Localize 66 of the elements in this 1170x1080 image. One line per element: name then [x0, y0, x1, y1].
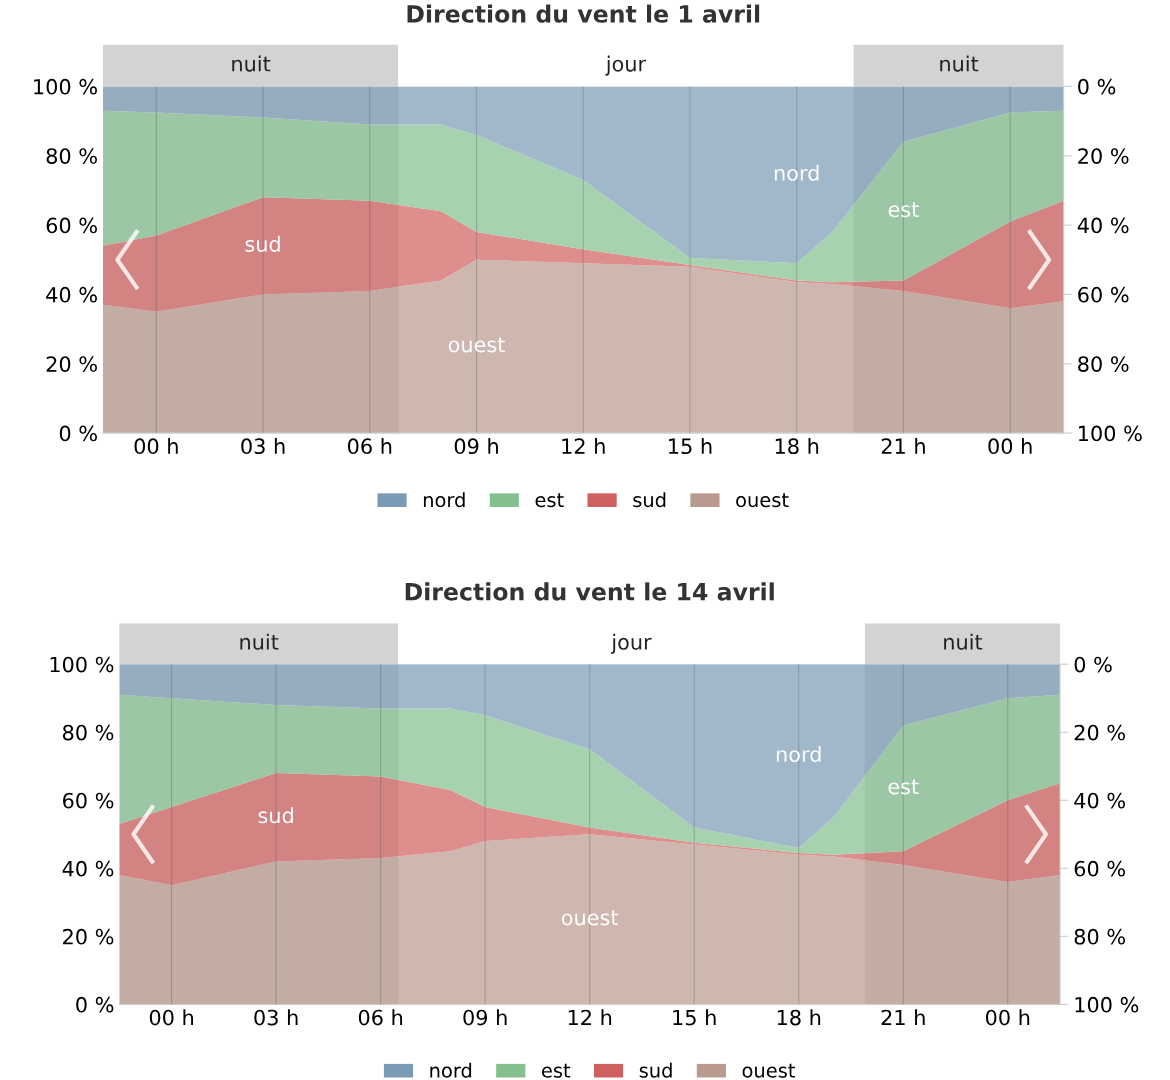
- x-tick-label: 21 h: [881, 437, 925, 454]
- y2-tick-label: 20 %: [1074, 724, 1125, 741]
- legend-label: sud: [633, 492, 666, 508]
- y-tick-label: 40 %: [62, 860, 114, 877]
- y2-tick-label: 40 %: [1074, 792, 1125, 809]
- y-tick-label: 0 %: [76, 996, 114, 1013]
- x-tick-label: 03 h: [254, 1009, 298, 1026]
- legend-label: sud: [639, 1062, 672, 1078]
- text: nord: [774, 164, 819, 181]
- legend-label: ouest: [736, 493, 789, 508]
- x-tick-label: 18 h: [777, 1009, 821, 1026]
- text: est: [888, 202, 919, 218]
- text: est: [888, 779, 919, 795]
- x-tick-label: 15 h: [669, 437, 712, 455]
- y-tick-label: 20 %: [63, 928, 114, 945]
- y2-tick-label: 0 %: [1074, 656, 1112, 673]
- chart-title: Direction du vent le 1 avril: [407, 4, 760, 23]
- legend-label: ouest: [742, 1063, 795, 1078]
- band-label: jour: [610, 633, 652, 654]
- x-tick-label: 00 h: [134, 437, 178, 455]
- text: sud: [258, 807, 293, 824]
- y2-tick-label: 60 %: [1074, 860, 1125, 877]
- y2-tick-label: 0 %: [1078, 78, 1116, 95]
- y2-tick-label: 40 %: [1077, 217, 1129, 234]
- y-tick-label: 40 %: [46, 286, 97, 303]
- y-tick-label: 20 %: [46, 356, 97, 372]
- band-label: nuit: [944, 633, 983, 650]
- y-tick-label: 100 %: [34, 78, 97, 95]
- y2-tick-label: 100 %: [1079, 425, 1142, 442]
- x-tick-label: 06 h: [347, 437, 392, 455]
- text: ouest: [561, 910, 619, 926]
- legend-label: est: [541, 1063, 571, 1078]
- y2-tick-label: 20 %: [1078, 148, 1129, 164]
- legend-label: nord: [423, 492, 465, 508]
- x-tick-label: 00 h: [985, 1009, 1030, 1026]
- x-tick-label: 00 h: [149, 1009, 193, 1026]
- text: nord: [776, 745, 821, 763]
- x-tick-label: 03 h: [241, 437, 285, 455]
- x-tick-label: 15 h: [673, 1009, 716, 1026]
- x-tick-label: 12 h: [568, 1009, 612, 1026]
- band-label: nuit: [940, 55, 979, 72]
- y2-tick-label: 80 %: [1078, 356, 1129, 372]
- legend-label: est: [535, 493, 564, 508]
- x-tick-label: 09 h: [463, 1009, 507, 1026]
- band-label: nuit: [232, 55, 271, 72]
- chart-title: Direction du vent le 14 avril: [405, 582, 774, 601]
- x-tick-label: 21 h: [881, 1009, 925, 1026]
- x-tick-label: 18 h: [775, 437, 819, 455]
- y-tick-label: 80 %: [62, 724, 114, 741]
- y-tick-label: 100 %: [50, 656, 114, 673]
- band-label: nuit: [240, 633, 279, 650]
- legend-label: nord: [430, 1062, 472, 1078]
- y-tick-label: 0 %: [59, 425, 97, 442]
- text: sud: [245, 235, 280, 252]
- y2-tick-label: 80 %: [1074, 928, 1125, 945]
- band-label: jour: [605, 55, 647, 76]
- y2-tick-label: 100 %: [1075, 996, 1139, 1013]
- x-tick-label: 00 h: [988, 437, 1032, 455]
- text: ouest: [448, 337, 505, 353]
- y-tick-label: 60 %: [46, 217, 97, 234]
- y-tick-label: 60 %: [63, 792, 114, 809]
- x-tick-label: 12 h: [562, 437, 605, 454]
- y-tick-label: 80 %: [46, 148, 97, 164]
- y2-tick-label: 60 %: [1078, 286, 1129, 303]
- x-tick-label: 09 h: [454, 437, 498, 455]
- x-tick-label: 06 h: [358, 1009, 403, 1026]
